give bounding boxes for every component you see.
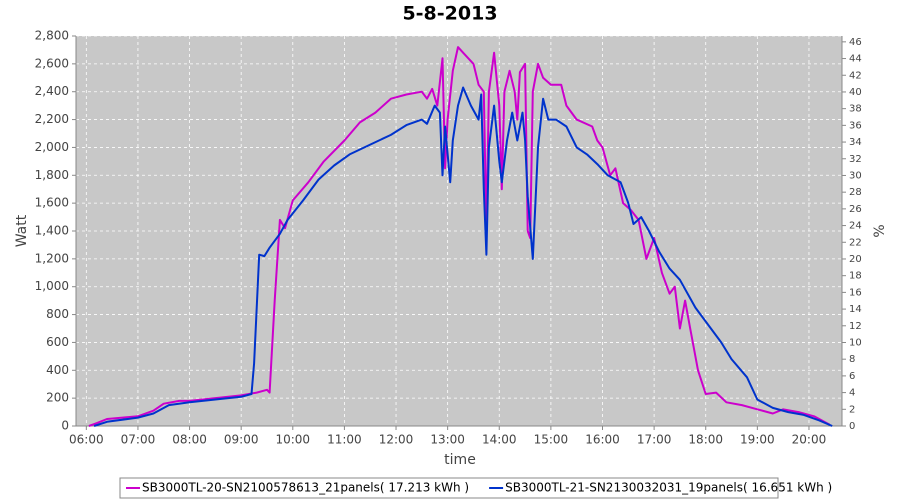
legend-box <box>119 477 779 499</box>
y-tick-label: 200 <box>46 391 69 405</box>
x-tick-label: 20:00 <box>792 433 827 447</box>
y2-tick-label: 8 <box>849 354 855 365</box>
y-tick-label: 2,200 <box>35 112 69 126</box>
y2-tick-label: 6 <box>849 371 855 382</box>
y2-tick-label: 2 <box>849 404 855 415</box>
y2-tick-label: 12 <box>849 321 862 332</box>
x-tick-label: 08:00 <box>172 433 207 447</box>
legend-label: SB3000TL-21-SN2130032031_19panels( 16.65… <box>505 481 832 495</box>
y2-tick-label: 26 <box>849 204 862 215</box>
y2-tick-label: 44 <box>849 54 862 65</box>
y2-tick-label: 30 <box>849 170 862 181</box>
series-line <box>93 86 833 427</box>
x-tick-label: 09:00 <box>224 433 259 447</box>
y-tick-label: 0 <box>61 419 69 433</box>
y-tick-label: 2,800 <box>35 29 69 43</box>
y-tick-label: 800 <box>46 307 69 321</box>
y2-tick-label: 34 <box>849 137 862 148</box>
x-tick-label: 14:00 <box>482 433 517 447</box>
x-tick-label: 11:00 <box>327 433 362 447</box>
y-tick-label: 1,600 <box>35 196 69 210</box>
y2-tick-label: 24 <box>849 221 862 232</box>
y2-tick-label: 40 <box>849 87 862 98</box>
x-axis-label: time <box>444 452 476 468</box>
y-tick-label: 2,400 <box>35 84 69 98</box>
y2-tick-label: 20 <box>849 254 862 265</box>
y-tick-label: 1,200 <box>35 251 69 265</box>
x-tick-label: 17:00 <box>637 433 672 447</box>
y2-tick-label: 28 <box>849 187 862 198</box>
y2-tick-label: 14 <box>849 304 862 315</box>
x-tick-label: 13:00 <box>430 433 465 447</box>
series-line <box>88 46 831 427</box>
y-tick-label: 2,000 <box>35 140 69 154</box>
legend-label: SB3000TL-20-SN2100578613_21panels( 17.21… <box>142 481 469 495</box>
y2-tick-label: 46 <box>849 37 862 48</box>
y2-tick-label: 0 <box>849 421 855 432</box>
y-tick-label: 1,400 <box>35 224 69 238</box>
x-tick-label: 16:00 <box>585 433 620 447</box>
y-tick-label: 400 <box>46 363 69 377</box>
x-tick-label: 10:00 <box>275 433 310 447</box>
x-tick-label: 07:00 <box>121 433 156 447</box>
y2-tick-label: 4 <box>849 388 855 399</box>
y-tick-label: 1,800 <box>35 168 69 182</box>
y-axis-label: Watt <box>14 214 30 247</box>
y2-tick-label: 38 <box>849 104 862 115</box>
x-tick-label: 06:00 <box>69 433 104 447</box>
y2-axis-label: % <box>872 224 888 237</box>
y2-tick-label: 32 <box>849 154 862 165</box>
x-tick-label: 12:00 <box>379 433 414 447</box>
y2-tick-label: 42 <box>849 70 862 81</box>
x-tick-label: 19:00 <box>740 433 775 447</box>
x-tick-label: 15:00 <box>534 433 569 447</box>
y2-tick-label: 16 <box>849 287 862 298</box>
y2-tick-label: 10 <box>849 337 862 348</box>
y2-tick-label: 36 <box>849 120 862 131</box>
y-tick-label: 1,000 <box>35 279 69 293</box>
x-tick-label: 18:00 <box>688 433 723 447</box>
y-tick-label: 2,600 <box>35 56 69 70</box>
y2-tick-label: 18 <box>849 271 862 282</box>
y-tick-label: 600 <box>46 335 69 349</box>
y2-tick-label: 22 <box>849 237 862 248</box>
chart-title: 5-8-2013 <box>402 3 497 25</box>
